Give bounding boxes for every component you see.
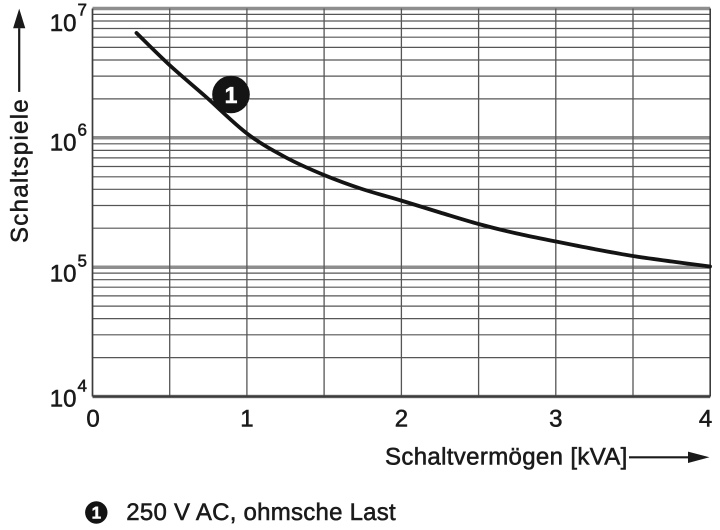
svg-text:4: 4 (78, 376, 87, 395)
svg-text:Schaltspiele: Schaltspiele (7, 98, 34, 243)
svg-text:1: 1 (92, 504, 101, 523)
svg-text:4: 4 (699, 406, 712, 433)
svg-text:Schaltvermögen [kVA]: Schaltvermögen [kVA] (385, 444, 628, 471)
svg-text:10: 10 (50, 130, 77, 157)
svg-text:3: 3 (549, 406, 562, 433)
svg-text:10: 10 (50, 386, 77, 413)
svg-text:6: 6 (78, 120, 87, 139)
svg-text:5: 5 (78, 251, 87, 270)
svg-text:10: 10 (50, 261, 77, 288)
svg-text:7: 7 (78, 1, 87, 20)
svg-text:10: 10 (50, 10, 77, 37)
svg-text:250 V AC, ohmsche Last: 250 V AC, ohmsche Last (126, 499, 396, 526)
svg-text:2: 2 (395, 406, 408, 433)
svg-text:1: 1 (240, 406, 253, 433)
svg-text:1: 1 (225, 82, 238, 108)
svg-text:0: 0 (86, 406, 99, 433)
